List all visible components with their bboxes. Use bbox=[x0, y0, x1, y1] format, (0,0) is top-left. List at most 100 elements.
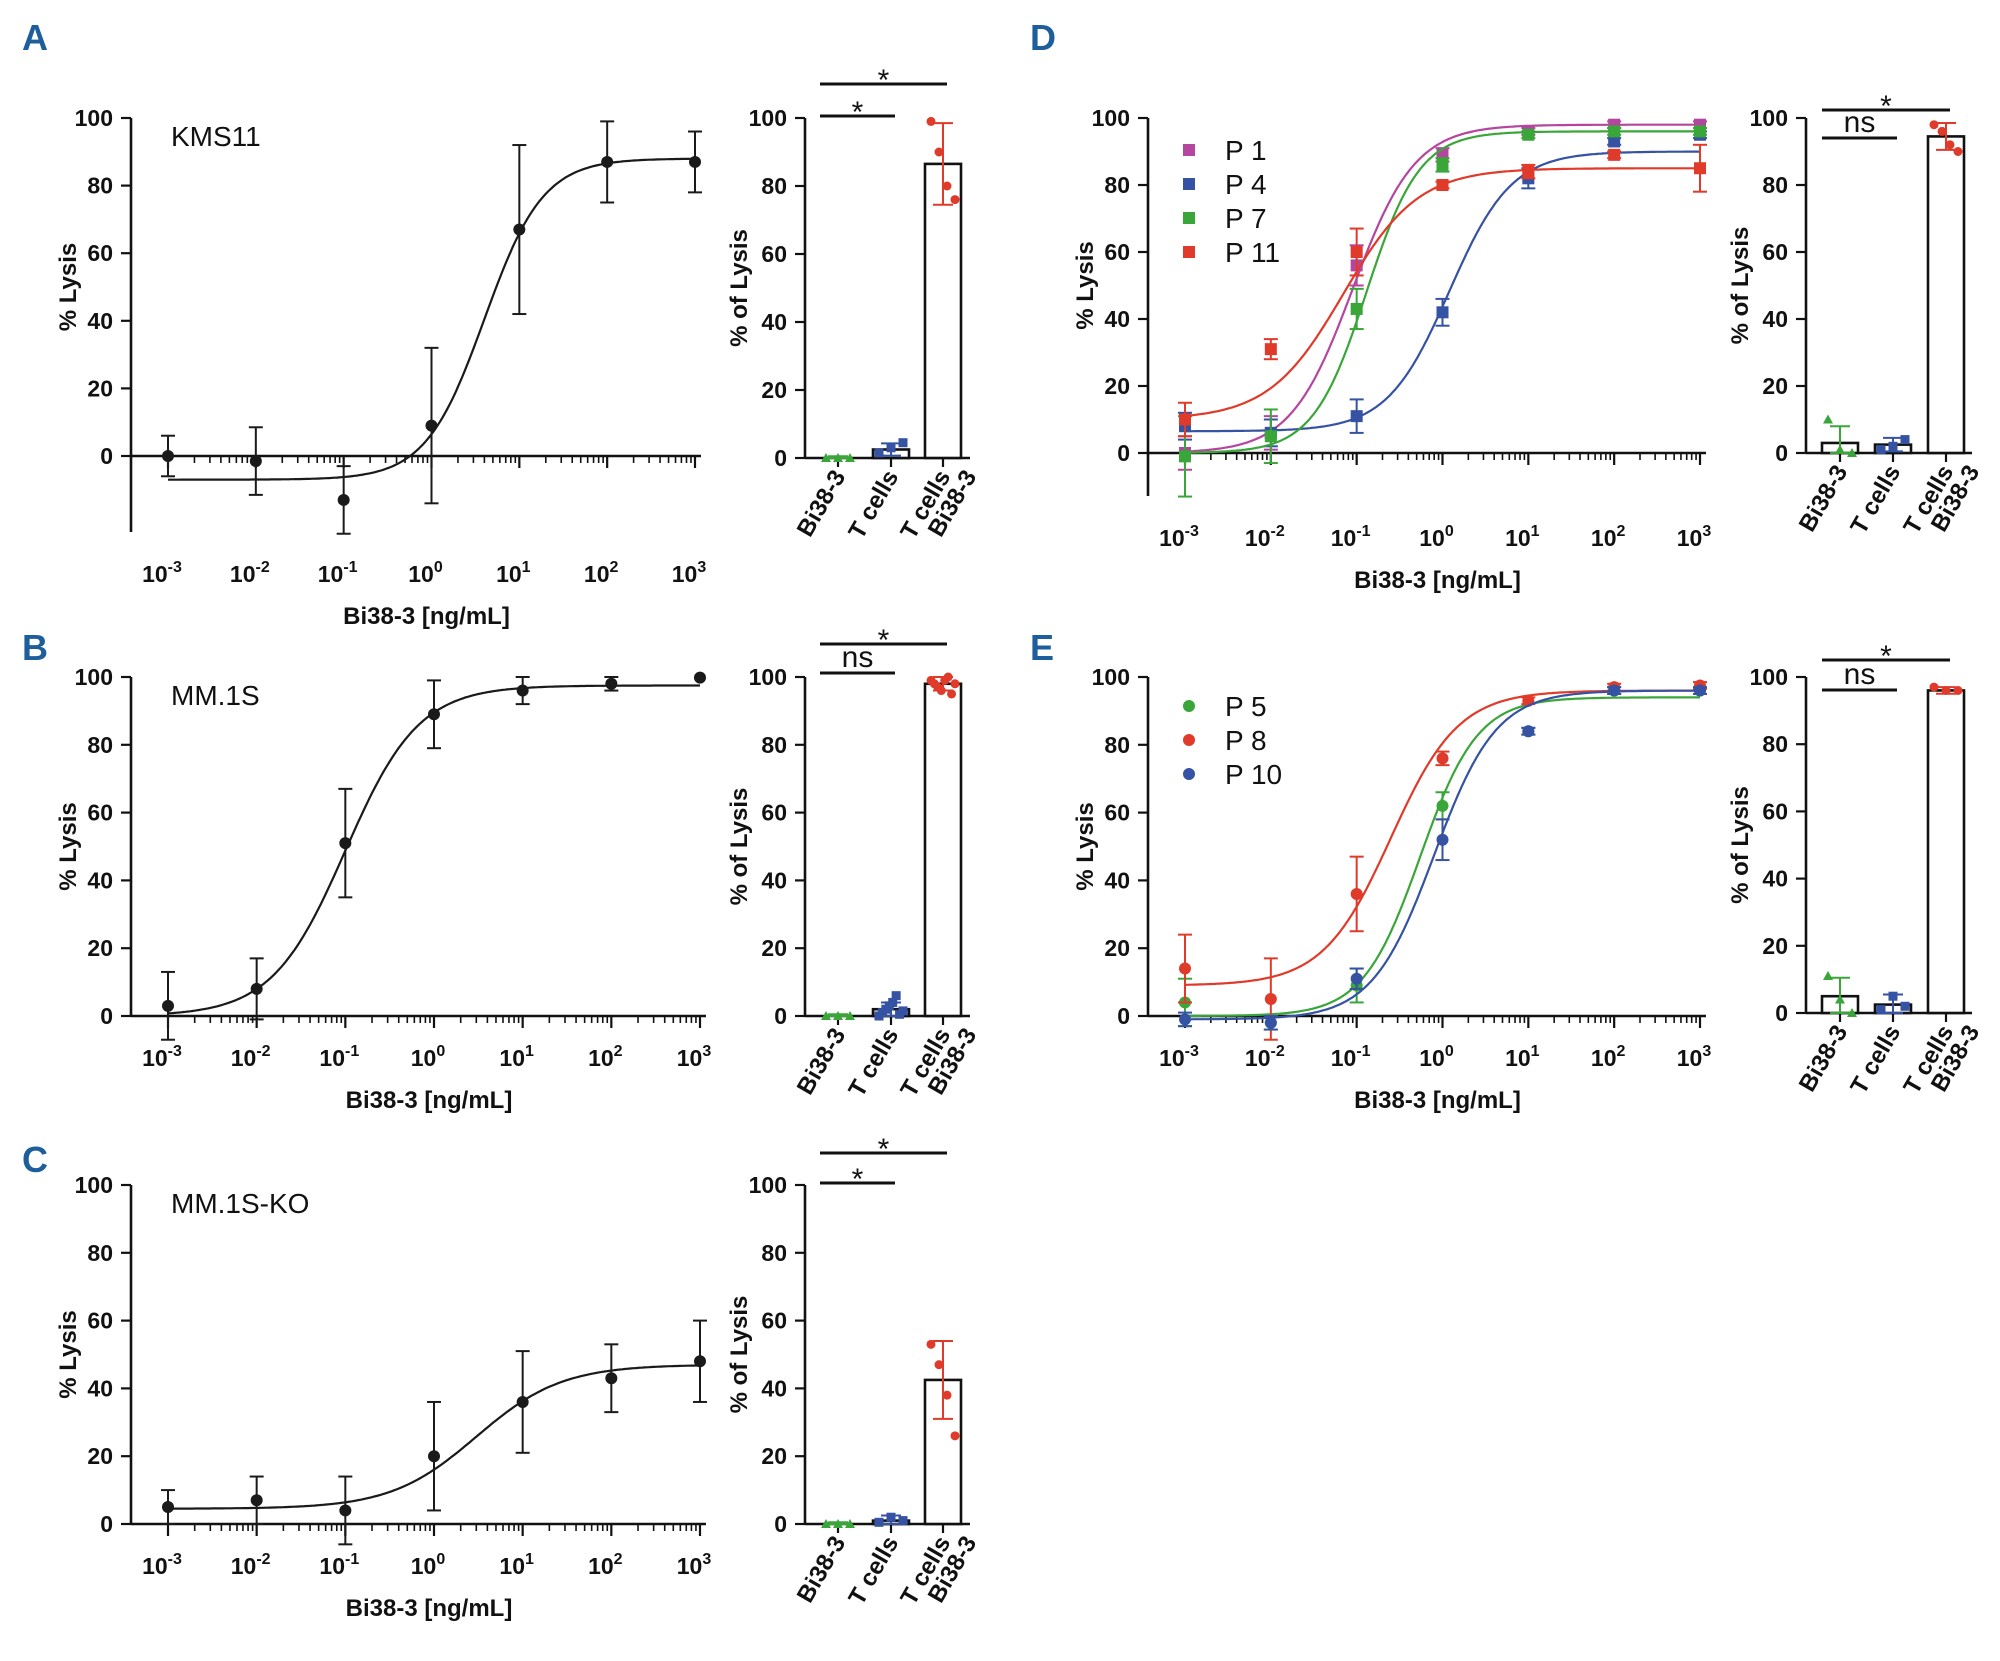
y-axis-title: % Lysis bbox=[55, 243, 82, 332]
bar-y-tick-label: 60 bbox=[1762, 239, 1788, 265]
legend-marker bbox=[1183, 700, 1195, 712]
y-tick-label: 60 bbox=[1104, 800, 1130, 826]
x-tick-label: 103 bbox=[677, 1551, 712, 1579]
legend-marker bbox=[1183, 212, 1195, 224]
y-tick-label: 0 bbox=[1117, 440, 1130, 466]
legend-label: P 7 bbox=[1225, 203, 1267, 234]
y-tick-label: 40 bbox=[1104, 867, 1130, 893]
y-tick-label: 80 bbox=[1104, 732, 1130, 758]
y-axis-title: % Lysis bbox=[1072, 802, 1099, 891]
bar-point bbox=[1900, 1001, 1910, 1011]
x-tick-label: 103 bbox=[677, 1043, 712, 1071]
panel-label-B: B bbox=[22, 627, 48, 668]
x-axis-title: Bi38-3 [ng/mL] bbox=[343, 603, 510, 630]
x-tick-label: 102 bbox=[1591, 523, 1626, 551]
bar-y-tick-label: 20 bbox=[1762, 933, 1788, 959]
bar-y-tick-label: 0 bbox=[1775, 440, 1788, 466]
y-tick-label: 20 bbox=[87, 935, 113, 961]
chart-title: MM.1S bbox=[171, 680, 260, 711]
bar-point bbox=[874, 448, 884, 458]
bar-point bbox=[1941, 685, 1951, 695]
x-tick-label: 102 bbox=[1591, 1043, 1626, 1071]
data-point bbox=[1608, 148, 1621, 161]
y-tick-label: 100 bbox=[75, 1172, 113, 1198]
y-tick-label: 100 bbox=[75, 105, 113, 131]
data-point bbox=[1264, 993, 1277, 1006]
bar-y-tick-label: 100 bbox=[1750, 105, 1788, 131]
bar-point bbox=[926, 116, 936, 126]
data-point bbox=[1179, 413, 1191, 426]
bar-point bbox=[821, 453, 831, 462]
y-tick-label: 60 bbox=[87, 1308, 113, 1334]
x-axis-title: Bi38-3 [ng/mL] bbox=[1354, 1087, 1521, 1114]
bar-y-tick-label: 40 bbox=[761, 309, 787, 335]
data-point bbox=[1179, 450, 1191, 463]
bar-point bbox=[891, 991, 901, 1001]
data-point bbox=[339, 837, 352, 850]
x-tick-label: 100 bbox=[408, 559, 443, 587]
bar-point bbox=[950, 679, 960, 689]
panel-label-D: D bbox=[1030, 17, 1056, 58]
data-point bbox=[428, 708, 440, 721]
bar-y-tick-label: 80 bbox=[1762, 172, 1788, 198]
data-point bbox=[1436, 179, 1449, 191]
data-point bbox=[428, 1450, 440, 1463]
x-tick-label: 10-3 bbox=[142, 1551, 182, 1579]
x-tick-label: 101 bbox=[499, 1043, 534, 1071]
bar-point bbox=[821, 1011, 831, 1020]
y-tick-label: 20 bbox=[87, 1443, 113, 1469]
bar-y-tick-label: 20 bbox=[761, 935, 787, 961]
bar-y-tick-label: 80 bbox=[761, 732, 787, 758]
x-tick-label: 102 bbox=[588, 1551, 623, 1579]
y-tick-label: 100 bbox=[1092, 105, 1130, 131]
data-point bbox=[1350, 246, 1363, 258]
bar-point bbox=[886, 1512, 896, 1522]
bar-y-tick-label: 20 bbox=[1762, 373, 1788, 399]
bar-point bbox=[1953, 147, 1963, 156]
bar-y-tick-label: 100 bbox=[749, 664, 787, 690]
significance-label: * bbox=[852, 1163, 864, 1196]
data-point bbox=[339, 1504, 352, 1517]
bar-2 bbox=[923, 162, 963, 460]
bar-point bbox=[1929, 120, 1939, 130]
bar-category-label: T cells bbox=[843, 1532, 904, 1610]
legend-marker bbox=[1183, 178, 1195, 190]
x-tick-label: 100 bbox=[411, 1551, 446, 1579]
significance-label: ns bbox=[842, 641, 874, 674]
x-tick-label: 10-3 bbox=[1159, 1043, 1199, 1071]
bar-y-tick-label: 40 bbox=[761, 867, 787, 893]
data-point bbox=[162, 1501, 174, 1514]
legend-label: P 4 bbox=[1225, 169, 1267, 200]
x-tick-label: 10-2 bbox=[231, 1551, 271, 1579]
bar-category-label: Bi38-3 bbox=[792, 1532, 851, 1608]
y-tick-label: 60 bbox=[1104, 239, 1130, 265]
bar-point bbox=[898, 1006, 908, 1016]
bar-category-label: Bi38-3 bbox=[792, 466, 851, 542]
y-tick-label: 80 bbox=[87, 1240, 113, 1266]
bar-point bbox=[1876, 445, 1886, 455]
bar-2 bbox=[923, 682, 963, 1018]
significance-label: ns bbox=[1844, 658, 1876, 691]
bar-point bbox=[888, 997, 898, 1007]
y-tick-label: 20 bbox=[87, 375, 113, 401]
x-axis-title: Bi38-3 [ng/mL] bbox=[1354, 567, 1521, 594]
x-tick-label: 101 bbox=[496, 559, 531, 587]
bar-y-tick-label: 100 bbox=[1750, 664, 1788, 690]
bar-y-tick-label: 40 bbox=[1762, 866, 1788, 892]
bar-point bbox=[934, 1360, 944, 1370]
data-point bbox=[689, 155, 701, 168]
data-point bbox=[425, 419, 438, 432]
data-point bbox=[694, 1355, 706, 1368]
significance-label: * bbox=[878, 624, 890, 657]
y-tick-label: 0 bbox=[100, 1511, 113, 1537]
data-point bbox=[1522, 725, 1535, 738]
y-tick-label: 100 bbox=[75, 664, 113, 690]
significance-label: * bbox=[1880, 640, 1892, 673]
x-tick-label: 101 bbox=[499, 1551, 534, 1579]
bar-point bbox=[943, 672, 953, 682]
bar-y-tick-label: 40 bbox=[1762, 306, 1788, 332]
data-point bbox=[1436, 306, 1449, 319]
x-axis-title: Bi38-3 [ng/mL] bbox=[346, 1595, 513, 1622]
